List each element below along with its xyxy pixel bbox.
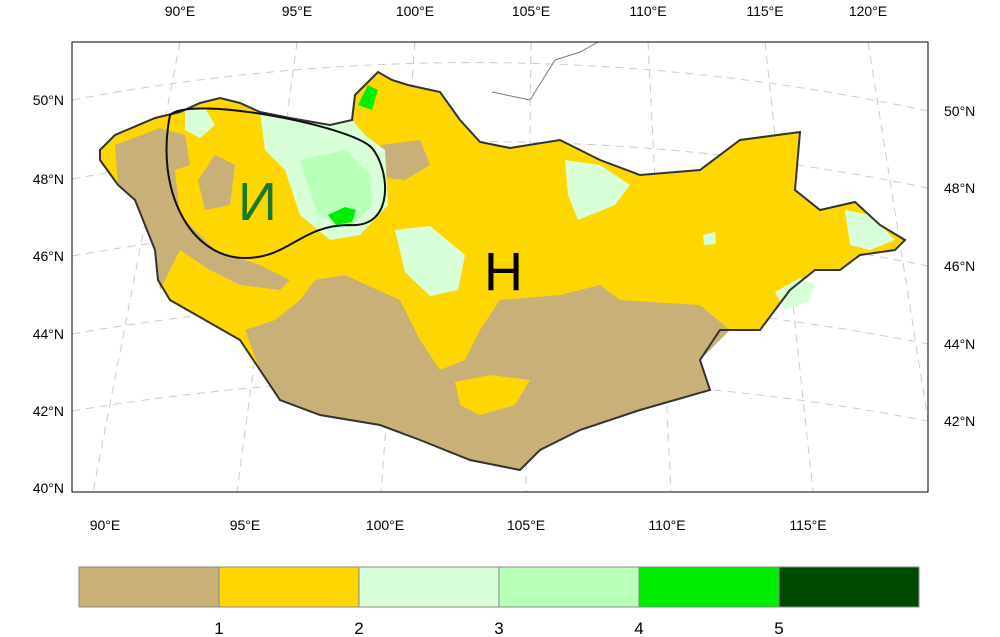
region-tan-south: [245, 275, 730, 470]
region-lightgreen-se: [775, 278, 815, 310]
lat-label: 40°N: [33, 480, 64, 496]
colorbar-swatch: [358, 566, 500, 608]
lat-label: 50°N: [944, 103, 975, 119]
lon-label: 110°E: [648, 517, 685, 533]
lon-label: 120°E: [849, 3, 887, 19]
lat-label: 50°N: [33, 92, 64, 108]
annotation-n: Н: [484, 242, 523, 302]
region-yellow-south: [455, 375, 530, 415]
colorbar-labels: 1 2 3 4 5: [214, 619, 783, 637]
lon-label: 90°E: [90, 517, 121, 533]
lon-label: 110°E: [629, 3, 666, 19]
region-tan-nw: [198, 155, 235, 210]
lat-label: 44°N: [944, 336, 975, 352]
map-frame: [71, 41, 929, 493]
bottom-lon-labels: 90°E 95°E 100°E 105°E 110°E 115°E: [90, 517, 827, 533]
lon-label: 105°E: [512, 3, 550, 19]
lon-label: 100°E: [396, 3, 434, 19]
highlight-contour: [165, 107, 387, 260]
lon-label: 100°E: [366, 517, 404, 533]
lat-label: 42°N: [944, 413, 975, 429]
region-lightgreen-central: [395, 226, 465, 296]
colorbar-swatch: [638, 566, 780, 608]
colorbar-swatch: [498, 566, 640, 608]
region-lightgreen-nw2: [185, 108, 215, 138]
colorbar-swatch: [778, 566, 920, 608]
left-lat-labels: 50°N 48°N 46°N 44°N 42°N 40°N: [33, 92, 64, 496]
colorbar-label: 3: [494, 619, 503, 637]
lat-label: 48°N: [944, 180, 975, 196]
lat-label: 46°N: [944, 258, 975, 274]
lat-label: 42°N: [33, 403, 64, 419]
colorbar: [78, 566, 920, 608]
region-tan-north: [380, 140, 430, 180]
mongolia-border: [99, 70, 907, 472]
annotation-i: И: [238, 172, 277, 232]
colorbar-label: 2: [354, 619, 363, 637]
lon-label: 95°E: [230, 517, 261, 533]
region-lightgreen-east: [565, 160, 630, 220]
lat-label: 46°N: [33, 248, 64, 264]
neighbor-border: [491, 41, 599, 101]
region-medgreen-nw: [300, 150, 372, 228]
lat-label: 44°N: [33, 326, 64, 342]
region-brightgreen-north: [358, 85, 378, 110]
region-lightgreen-tip: [845, 210, 895, 250]
colorbar-label: 5: [774, 619, 783, 637]
lon-label: 115°E: [746, 3, 783, 19]
colorbar-swatch: [78, 566, 220, 608]
colorbar-label: 1: [214, 619, 223, 637]
lon-label: 105°E: [507, 517, 545, 533]
mongolia-regions: [99, 41, 907, 472]
region-tan-west: [115, 128, 290, 290]
top-lon-labels: 90°E 95°E 100°E 105°E 110°E 115°E 120°E: [165, 3, 887, 19]
region-lightgreen-small: [703, 232, 716, 245]
colorbar-label: 4: [634, 619, 643, 637]
colorbar-swatch: [218, 566, 360, 608]
lon-label: 90°E: [165, 3, 196, 19]
lon-label: 95°E: [282, 3, 313, 19]
lat-label: 48°N: [33, 171, 64, 187]
right-lat-labels: 50°N 48°N 46°N 44°N 42°N: [944, 103, 975, 429]
region-brightgreen-nw: [328, 207, 356, 225]
lon-label: 115°E: [789, 517, 826, 533]
